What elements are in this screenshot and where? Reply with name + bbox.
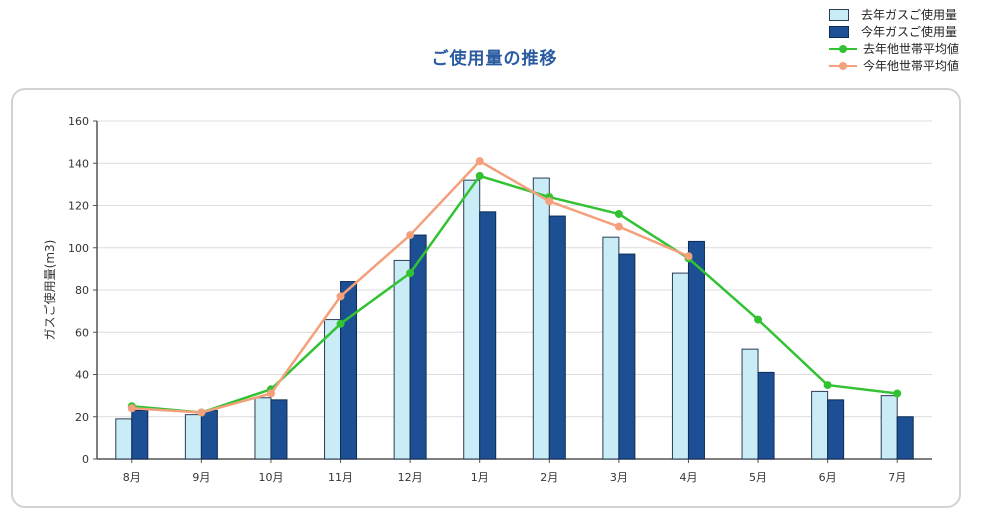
x-tick-label: 7月 bbox=[888, 471, 906, 484]
bar-last-year bbox=[532, 177, 550, 460]
y-tick-label: 120 bbox=[68, 200, 89, 213]
x-tick-label: 6月 bbox=[819, 471, 837, 484]
legend-label: 今年ガスご使用量 bbox=[861, 25, 958, 39]
x-tick-label: 9月 bbox=[192, 471, 210, 484]
chart-title: ご使用量の推移 bbox=[431, 49, 558, 69]
x-tick-label: 11月 bbox=[328, 471, 353, 484]
line-point bbox=[614, 209, 623, 218]
bar-this-year bbox=[200, 409, 218, 460]
bar-this-year bbox=[687, 240, 705, 460]
legend-swatch-light-bar bbox=[829, 8, 849, 21]
legend-label: 去年他世帯平均値 bbox=[863, 42, 960, 56]
x-tick-label: 4月 bbox=[679, 471, 697, 484]
line-point bbox=[127, 404, 136, 413]
legend-item-this-year-usage: 今年ガスご使用量 bbox=[829, 23, 959, 40]
x-tick-label: 3月 bbox=[610, 471, 628, 484]
line-point bbox=[614, 222, 623, 231]
x-tick-label: 12月 bbox=[398, 471, 423, 484]
bar-this-year bbox=[131, 409, 149, 460]
bar-last-year bbox=[671, 272, 689, 460]
line-point bbox=[475, 157, 484, 166]
bar-this-year bbox=[896, 416, 914, 460]
line-point bbox=[336, 319, 345, 328]
bar-this-year bbox=[270, 399, 288, 460]
legend-swatch-dark-bar bbox=[829, 25, 849, 38]
line-point bbox=[336, 292, 345, 301]
line-point bbox=[197, 408, 206, 417]
y-tick-label: 0 bbox=[82, 453, 89, 466]
bar-last-year bbox=[463, 179, 481, 460]
x-tick-label: 8月 bbox=[123, 471, 141, 484]
line-point bbox=[266, 389, 275, 398]
bar-this-year bbox=[757, 371, 775, 460]
line-point bbox=[823, 381, 832, 390]
bar-this-year bbox=[618, 253, 636, 460]
legend-item-last-year-average: 去年他世帯平均値 bbox=[829, 40, 959, 57]
bar-last-year bbox=[393, 259, 411, 460]
line-point bbox=[406, 231, 415, 240]
bar-last-year bbox=[115, 418, 133, 460]
bar-last-year bbox=[324, 319, 342, 460]
x-tick-label: 5月 bbox=[749, 471, 767, 484]
legend-item-last-year-usage: 去年ガスご使用量 bbox=[829, 6, 959, 23]
bar-this-year bbox=[479, 211, 497, 460]
x-tick-label: 1月 bbox=[471, 471, 489, 484]
legend-swatch-green-line bbox=[829, 43, 857, 55]
y-tick-label: 100 bbox=[68, 242, 89, 255]
y-tick-label: 40 bbox=[75, 369, 89, 382]
line-point bbox=[545, 197, 554, 206]
y-tick-label: 140 bbox=[68, 157, 89, 170]
bar-this-year bbox=[548, 215, 566, 460]
bar-last-year bbox=[184, 414, 202, 460]
y-axis-label: ガスご使用量(m3) bbox=[42, 240, 57, 341]
bar-last-year bbox=[254, 397, 272, 460]
bar-this-year bbox=[827, 399, 845, 460]
y-tick-label: 160 bbox=[68, 115, 89, 128]
x-tick-label: 2月 bbox=[540, 471, 558, 484]
line-point bbox=[475, 171, 484, 180]
bar-last-year bbox=[811, 390, 829, 460]
y-tick-label: 60 bbox=[75, 326, 89, 339]
legend-label: 去年ガスご使用量 bbox=[861, 8, 958, 22]
x-tick-label: 10月 bbox=[258, 471, 283, 484]
legend-item-this-year-average: 今年他世帯平均値 bbox=[829, 57, 959, 74]
legend-swatch-orange-line bbox=[829, 60, 857, 72]
y-tick-label: 20 bbox=[75, 411, 89, 424]
legend: 去年ガスご使用量 今年ガスご使用量 去年他世帯平均値 今年他世帯平均値 bbox=[829, 6, 959, 74]
legend-label: 今年他世帯平均値 bbox=[863, 59, 960, 73]
bar-this-year bbox=[409, 234, 427, 460]
bar-this-year bbox=[340, 281, 358, 460]
bar-last-year bbox=[880, 395, 898, 460]
line-point bbox=[893, 389, 902, 398]
bar-last-year bbox=[602, 236, 620, 460]
bar-last-year bbox=[741, 348, 759, 460]
line-point bbox=[684, 252, 693, 261]
line-point bbox=[754, 315, 763, 324]
line-point bbox=[406, 269, 415, 278]
series-line-2 bbox=[131, 174, 898, 414]
y-tick-label: 80 bbox=[75, 284, 89, 297]
